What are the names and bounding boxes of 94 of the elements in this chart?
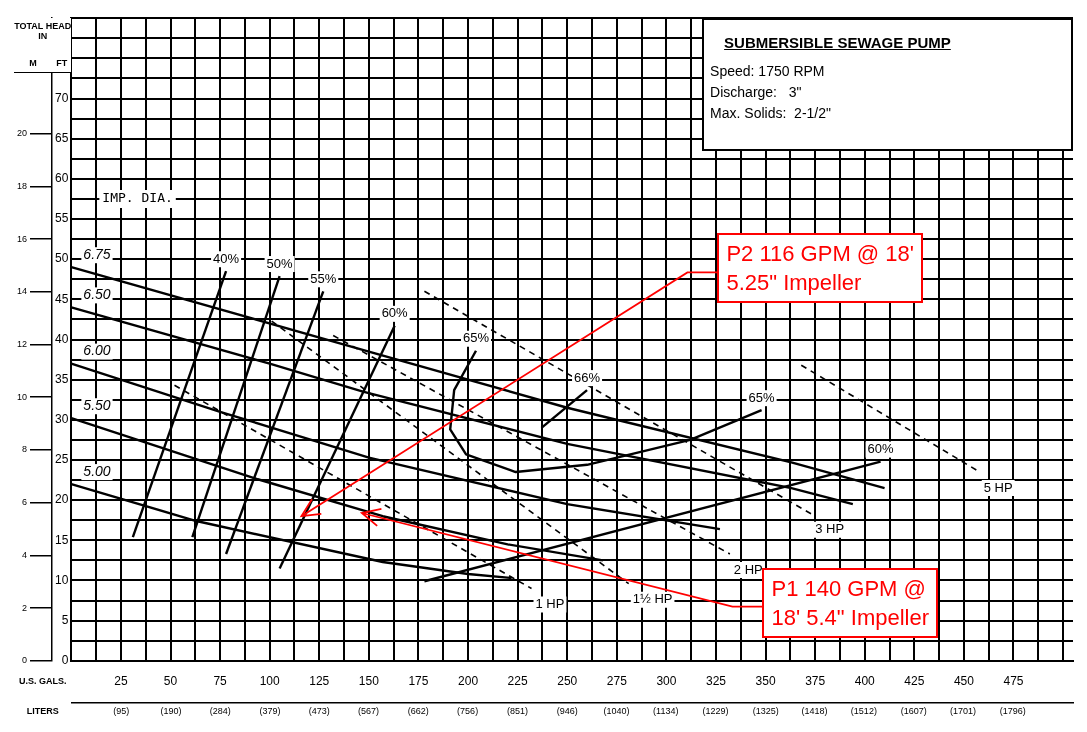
- y2-tick-label: 10: [17, 391, 28, 402]
- x-tick-label: 125: [309, 674, 330, 689]
- x2-tick-label: (662): [407, 706, 429, 717]
- x2-tick-label: (1040): [603, 706, 630, 717]
- x2-tick-label: (1512): [850, 706, 877, 717]
- y-tick-label: 55: [55, 211, 69, 226]
- annotation: Max. Solids: 2-1/2": [710, 104, 832, 124]
- x-tick-label: 350: [755, 674, 776, 689]
- y2-tick-label: 20: [17, 128, 28, 139]
- legend-label: 6.00: [83, 342, 111, 359]
- series-label: 6.75: [83, 246, 111, 263]
- x-tick-label: 75: [213, 674, 228, 689]
- y-tick-label: 70: [55, 90, 69, 105]
- x-tick-label: 425: [904, 674, 925, 689]
- x-tick-label: 375: [805, 674, 826, 689]
- y2-tick-label: 4: [22, 549, 28, 560]
- x2-tick-label: (284): [209, 706, 231, 717]
- x2-tick-label: (379): [259, 706, 281, 717]
- x2-tick-label: (1325): [752, 706, 779, 717]
- series-label: 60%: [867, 441, 895, 457]
- annotation: P1 140 GPM @ 18' 5.4" Impeller: [762, 567, 939, 638]
- x2-tick-label: (1134): [653, 706, 679, 717]
- y-tick-label: 35: [55, 371, 69, 386]
- x2-tick-label: (1701): [949, 706, 976, 717]
- x2-tick-label: (1607): [900, 706, 927, 717]
- x2-tick-label: (851): [506, 706, 528, 717]
- y-tick-label: 0: [61, 653, 69, 668]
- y-tick-label: 15: [55, 532, 69, 547]
- y2-tick-label: 12: [17, 338, 28, 349]
- series-label: 3 HP: [815, 521, 845, 537]
- x-tick-label: 400: [854, 674, 876, 689]
- y-tick-label: 25: [55, 452, 69, 467]
- x-tick-label: 200: [458, 674, 479, 689]
- x-tick-label: 50: [163, 674, 178, 689]
- x2-tick-label: (473): [308, 706, 330, 717]
- y2-tick-label: 2: [22, 602, 28, 613]
- legend-label: 6.50: [83, 286, 111, 303]
- y-tick-label: 40: [55, 331, 69, 346]
- x-tick-label: 25: [114, 674, 128, 689]
- y-tick-label: 65: [55, 131, 69, 145]
- y-tick-label: 30: [55, 412, 69, 427]
- text: 65%: [462, 330, 489, 346]
- series-label: 50%: [266, 255, 294, 271]
- series-label: 55%: [310, 270, 337, 286]
- x-tick-label: 250: [557, 674, 578, 689]
- x2-tick-label: (95): [113, 706, 130, 717]
- y2-tick-label: 8: [22, 444, 28, 455]
- x-tick-label: 100: [259, 674, 281, 689]
- x-tick-label: 275: [606, 674, 628, 689]
- x2-tick-label: (190): [160, 706, 182, 717]
- y2-tick-label: 18: [17, 180, 28, 191]
- series-label: 1½ HP: [632, 591, 673, 607]
- info-panel: SUBMERSIBLE SEWAGE PUMP Speed: 1750 RPM Discharge: 3" Max. Solids: 2-1/2": [702, 18, 1073, 151]
- series-label: 1 HP: [535, 596, 565, 612]
- x2-axis-title: LITERS: [25, 705, 60, 716]
- series-label: 60%: [381, 305, 409, 321]
- x-tick-label: 325: [705, 674, 727, 689]
- x2-tick-label: (567): [358, 706, 380, 717]
- y2-tick-label: 14: [17, 286, 28, 297]
- y-tick-label: 50: [55, 251, 69, 266]
- series-label: 65%: [748, 389, 776, 405]
- y-tick-label: 20: [55, 492, 69, 507]
- y2-axis-title: M: [28, 58, 38, 69]
- y-tick-label: 45: [55, 291, 69, 306]
- y-tick-label: 60: [55, 171, 69, 186]
- y2-tick-label: 0: [22, 655, 28, 666]
- x2-tick-label: (1418): [801, 706, 828, 717]
- x-axis-title: U.S. GALS.: [17, 676, 68, 686]
- annotation: Speed: 1750 RPM: [710, 62, 826, 82]
- x2-tick-label: (1229): [702, 706, 729, 717]
- series-label: 66%: [574, 369, 601, 385]
- y2-tick-label: 16: [17, 233, 28, 244]
- series-label: 40%: [213, 250, 240, 266]
- x-tick-label: 300: [656, 674, 677, 689]
- x2-tick-label: (756): [457, 706, 479, 717]
- annotation: Discharge: 3": [710, 83, 803, 103]
- legend-title: IMP. DIA.: [102, 190, 173, 206]
- y-tick-label: 5: [61, 612, 69, 627]
- series-label: 5 HP: [983, 479, 1013, 495]
- x-tick-label: 225: [507, 674, 528, 689]
- x-tick-label: 450: [953, 674, 975, 689]
- x-tick-label: 175: [408, 674, 429, 689]
- annotation: P2 116 GPM @ 18' 5.25" Impeller: [717, 233, 923, 304]
- legend-label: 5.50: [83, 397, 111, 414]
- text: TOTAL HEAD IN: [14, 20, 72, 42]
- y-axis-title: FT: [55, 58, 69, 69]
- y-tick-label: 10: [55, 572, 69, 587]
- series-label: 5.00: [83, 462, 111, 479]
- x-tick-label: 150: [358, 674, 380, 689]
- series-label: 2 HP: [733, 561, 763, 577]
- y2-tick-label: 6: [22, 497, 28, 508]
- x2-tick-label: (1796): [999, 706, 1026, 717]
- x2-tick-label: (946): [556, 706, 578, 717]
- x-tick-label: 475: [1003, 674, 1024, 689]
